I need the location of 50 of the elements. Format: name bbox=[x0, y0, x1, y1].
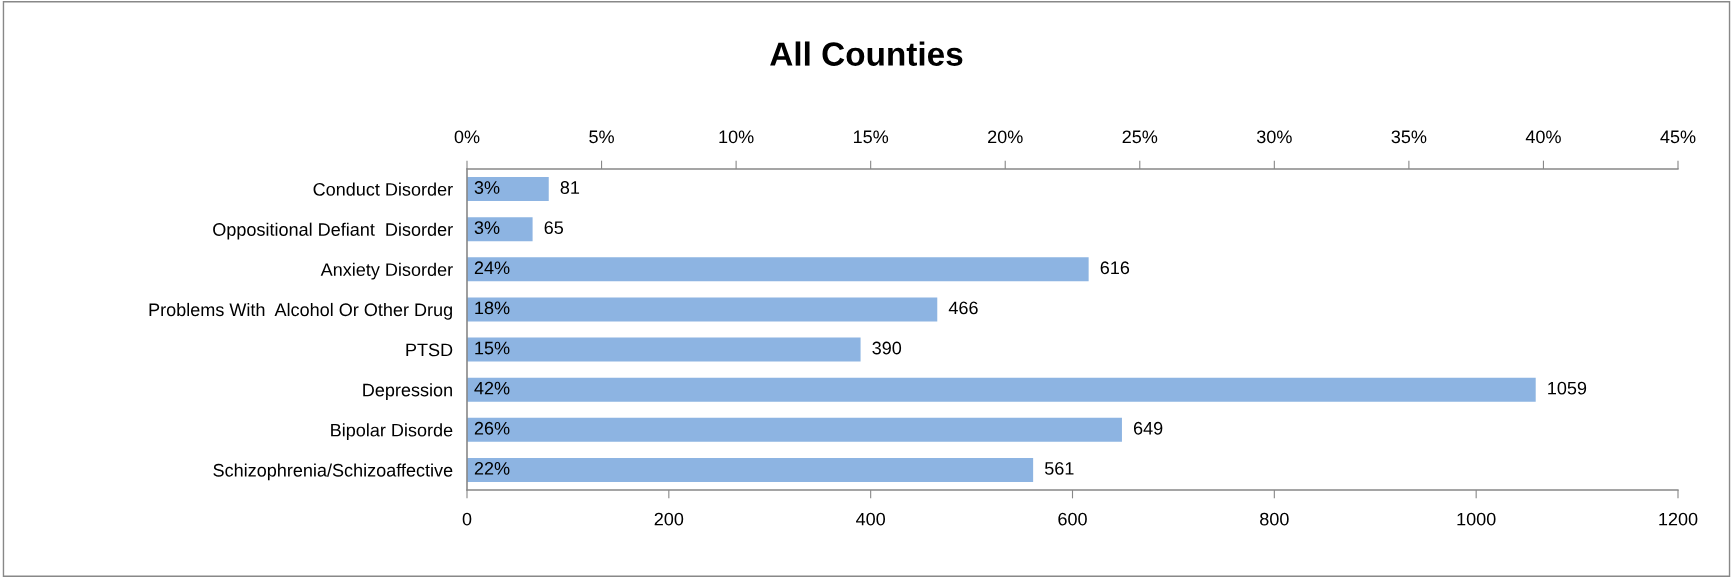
data-label: 81 bbox=[560, 181, 580, 194]
y-tick-label: Oppositional Defiant Disorder bbox=[213, 222, 453, 240]
x-tick-label: 1000 bbox=[1457, 512, 1496, 526]
chart-title: All Counties bbox=[770, 41, 963, 66]
y-tick-label: Conduct Disorder bbox=[313, 182, 453, 196]
bar bbox=[467, 257, 1089, 282]
y-tick-label: Schizophrenia/Schizoaffective bbox=[213, 463, 453, 481]
x2-tick-label: 5% bbox=[589, 130, 614, 144]
annotation: 42% bbox=[474, 381, 510, 395]
data-label: 649 bbox=[1133, 421, 1163, 435]
bar bbox=[467, 217, 533, 242]
x-tick-label: 400 bbox=[856, 512, 886, 526]
annotation: 18% bbox=[475, 301, 510, 315]
annotation: 22% bbox=[474, 462, 510, 475]
data-label: 65 bbox=[544, 221, 564, 235]
bar bbox=[467, 297, 938, 322]
x2-tick-label: 0% bbox=[454, 130, 480, 144]
annotation: 15% bbox=[475, 341, 510, 355]
x-tick-label: 200 bbox=[654, 512, 684, 526]
bar bbox=[467, 337, 861, 362]
x2-tick-label: 15% bbox=[853, 130, 889, 144]
x-tick-label: 0 bbox=[462, 512, 472, 526]
data-label: 466 bbox=[948, 301, 978, 315]
bar bbox=[467, 457, 1034, 482]
y-tick-label: PTSD bbox=[406, 343, 453, 357]
y-tick-label: Problems With Alcohol Or Other Drug bbox=[149, 302, 452, 320]
x2-tick-label: 25% bbox=[1122, 130, 1158, 144]
y-tick-label: Anxiety Disorder bbox=[320, 262, 453, 280]
x-tick-label: 800 bbox=[1260, 512, 1289, 526]
x2-tick-label: 40% bbox=[1525, 130, 1561, 144]
annotation: 24% bbox=[474, 261, 510, 275]
x2-tick-label: 10% bbox=[719, 130, 754, 144]
annotation: 3% bbox=[474, 221, 500, 235]
data-label: 390 bbox=[872, 341, 902, 355]
bar bbox=[467, 177, 549, 202]
x2-tick-label: 20% bbox=[988, 130, 1023, 144]
bar bbox=[467, 417, 1122, 442]
data-label: 1059 bbox=[1548, 381, 1587, 395]
x2-tick-label: 45% bbox=[1660, 130, 1696, 144]
annotation: 26% bbox=[474, 421, 510, 435]
x-tick-label: 600 bbox=[1058, 512, 1087, 526]
y-tick-label: Depression bbox=[363, 383, 452, 400]
annotation: 3% bbox=[474, 181, 500, 194]
x2-tick-label: 30% bbox=[1256, 130, 1292, 144]
x-tick-label: 1200 bbox=[1659, 512, 1698, 526]
data-label: 616 bbox=[1100, 261, 1130, 275]
y-tick-label: Bipolar Disorde bbox=[331, 423, 453, 441]
x2-tick-label: 35% bbox=[1391, 130, 1427, 144]
bar bbox=[467, 377, 1536, 402]
data-label: 561 bbox=[1044, 462, 1074, 475]
